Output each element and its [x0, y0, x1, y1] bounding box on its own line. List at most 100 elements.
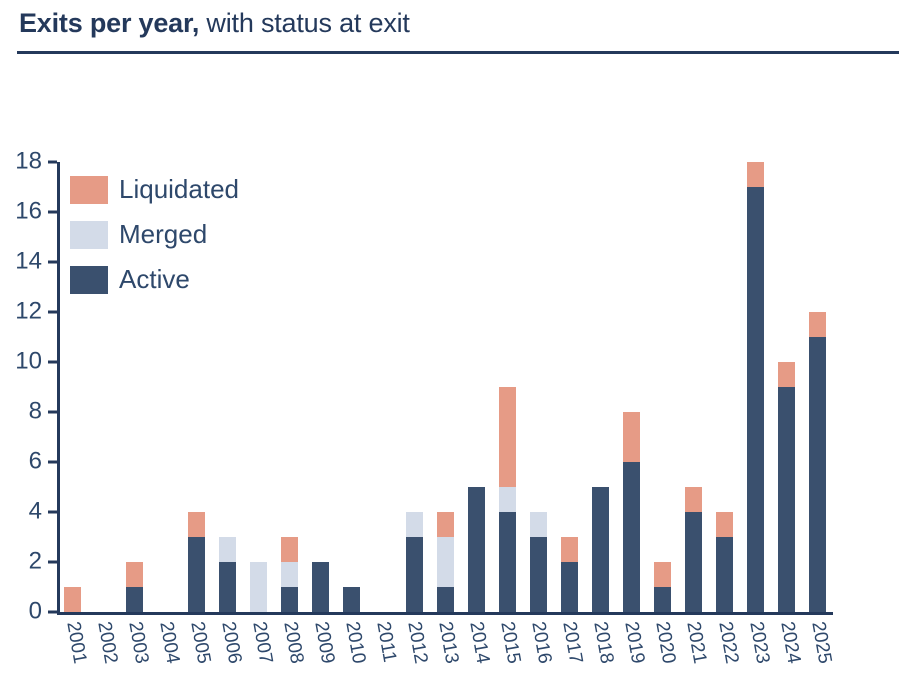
bars-container: 2001 2002 2003 2004 2005 2006 2007 2008 2009 2010…: [57, 162, 835, 665]
bar-segment-merged: [498, 487, 516, 512]
bar-segment-active: [126, 587, 144, 612]
bar-column-2018: 2018: [585, 162, 618, 665]
bar-column-2020: 2020: [647, 162, 680, 665]
bar-segment-liquidated: [436, 512, 454, 537]
bar-segment-liquidated: [716, 512, 733, 537]
y-tick: [48, 510, 57, 514]
bar-segment-active: [778, 387, 796, 612]
bar-column-2017: 2017: [554, 162, 587, 665]
x-tick-label: 2001: [61, 620, 90, 666]
bar-segment-active: [405, 537, 423, 612]
y-tick: [48, 360, 57, 364]
bar-segment-liquidated: [560, 537, 578, 562]
bar-column-2021: 2021: [678, 162, 711, 665]
bar-segment-active: [467, 487, 485, 612]
bar-segment-active: [684, 512, 702, 612]
x-tick-label: 2009: [310, 620, 339, 666]
y-tick-label: 14: [15, 247, 42, 275]
bar-segment-merged: [250, 562, 268, 612]
x-tick-label: 2006: [217, 620, 246, 666]
x-tick-label: 2015: [496, 620, 525, 666]
y-tick: [48, 410, 57, 414]
x-tick-label: 2010: [341, 620, 370, 666]
x-tick-label: 2002: [92, 620, 121, 666]
legend-swatch-merged-icon: [70, 220, 108, 249]
y-tick-label: 12: [15, 297, 42, 325]
bar-segment-liquidated: [126, 562, 144, 587]
x-tick-label: 2003: [123, 620, 152, 666]
y-tick-label: 4: [28, 497, 42, 525]
bar-segment-liquidated: [653, 562, 671, 587]
y-tick: [48, 260, 57, 264]
x-tick-label: 2004: [154, 620, 183, 666]
title-underline: [17, 51, 899, 54]
bar-segment-merged: [436, 537, 454, 587]
y-axis-line: [57, 162, 60, 615]
x-tick-label: 2020: [651, 620, 680, 666]
y-tick: [48, 310, 57, 314]
bar-column-2022: 2022: [709, 162, 742, 665]
y-tick-label: 18: [15, 147, 42, 175]
bar-column-2008: 2008: [274, 162, 307, 665]
legend-item-merged: Merged: [70, 219, 239, 250]
legend-swatch-liquidated-icon: [70, 175, 108, 204]
bar-segment-liquidated: [622, 412, 640, 462]
x-tick-label: 2017: [558, 620, 587, 666]
bar-column-2019: 2019: [616, 162, 649, 665]
bar-column-2003: 2003: [119, 162, 152, 665]
bar-segment-active: [219, 562, 237, 612]
x-tick-label: 2022: [713, 620, 742, 666]
bar-column-2010: 2010: [336, 162, 369, 665]
x-tick-label: 2018: [589, 620, 618, 666]
y-tick-label: 16: [15, 197, 42, 225]
bar-segment-active: [716, 537, 733, 612]
legend-label-merged: Merged: [119, 219, 208, 249]
bar-column-2014: 2014: [461, 162, 493, 665]
bar-segment-active: [436, 587, 454, 612]
bar-segment-active: [653, 587, 671, 612]
bar-segment-merged: [281, 562, 299, 587]
x-tick-label: 2024: [775, 620, 804, 666]
bar-segment-active: [591, 487, 609, 612]
x-tick-label: 2013: [434, 620, 463, 666]
x-tick-label: 2016: [527, 620, 556, 666]
x-tick-label: 2021: [682, 620, 711, 666]
legend-item-active: Active: [70, 264, 239, 295]
bar-segment-liquidated: [188, 512, 206, 537]
y-tick: [48, 560, 57, 564]
bar-segment-liquidated: [684, 487, 702, 512]
y-tick-label: 10: [15, 347, 42, 375]
bar-segment-active: [281, 587, 299, 612]
bar-column-2013: 2013: [430, 162, 462, 665]
bar-segment-active: [809, 337, 827, 612]
bar-column-2023: 2023: [740, 162, 773, 665]
y-tick-label: 2: [28, 547, 42, 575]
bar-segment-liquidated: [64, 587, 82, 612]
y-tick-label: 0: [28, 597, 42, 625]
bar-segment-active: [560, 562, 578, 612]
bar-column-2007: 2007: [243, 162, 276, 665]
x-tick-label: 2014: [465, 620, 494, 666]
bar-column-2015: 2015: [492, 162, 525, 665]
y-tick: [48, 160, 57, 164]
x-tick-label: 2005: [186, 620, 215, 666]
x-tick-label: 2019: [620, 620, 649, 666]
y-tick-label: 6: [28, 447, 42, 475]
bar-segment-active: [312, 562, 330, 612]
y-tick: [48, 210, 57, 214]
page-title-bold: Exits per year,: [19, 8, 200, 38]
bar-column-2001: 2001: [57, 162, 90, 665]
x-tick-label: 2025: [806, 620, 835, 666]
bar-segment-merged: [529, 512, 547, 537]
legend-label-active: Active: [119, 264, 190, 294]
bar-column-2025: 2025: [802, 162, 835, 665]
y-tick: [48, 460, 57, 464]
bar-segment-active: [747, 187, 765, 612]
x-tick-label: 2007: [248, 620, 277, 666]
bar-segment-liquidated: [747, 162, 765, 187]
bar-segment-active: [529, 537, 547, 612]
bar-column-2005: 2005: [181, 162, 214, 665]
bar-segment-liquidated: [778, 362, 796, 387]
x-tick-label: 2008: [279, 620, 308, 666]
